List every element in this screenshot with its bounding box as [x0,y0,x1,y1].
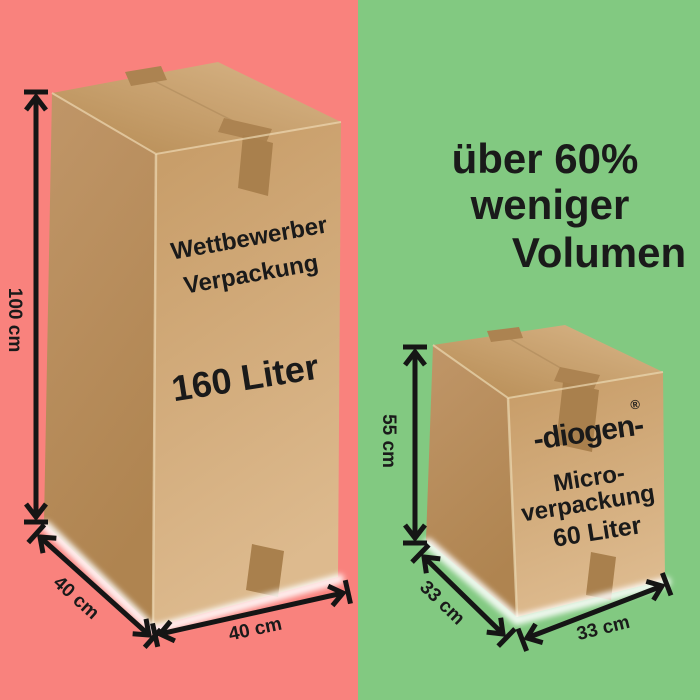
registered-trademark-mark: ® [629,396,641,412]
competitor-box: Wettbewerber Verpackung 160 Liter [41,62,344,636]
diogen-box-front-face [508,372,665,617]
tape-strip [556,382,599,452]
competitor-box-front-face [153,122,341,627]
headline-line3: Volumen [512,229,686,276]
headline-line2: weniger [470,181,630,228]
headline: über 60% weniger Volumen [452,135,686,276]
diogen-box: -diogen- ® Micro- verpackung 60 Liter [423,325,671,626]
diogen-height-label: 55 cm [378,414,399,468]
tape-strip [125,66,167,86]
tape-strip [238,135,273,196]
competitor-width-arrow [150,579,353,648]
tape-strip [487,327,523,342]
competitor-height-label: 100 cm [4,288,25,352]
diogen-box-top-face [433,325,663,398]
diogen-depth-arrow [410,543,517,648]
competitor-box-left-face [44,93,156,627]
diogen-width-arrow [515,572,674,652]
tape-strip [246,544,284,597]
competitor-depth-arrow [26,523,163,649]
headline-line1: über 60% [452,135,639,182]
